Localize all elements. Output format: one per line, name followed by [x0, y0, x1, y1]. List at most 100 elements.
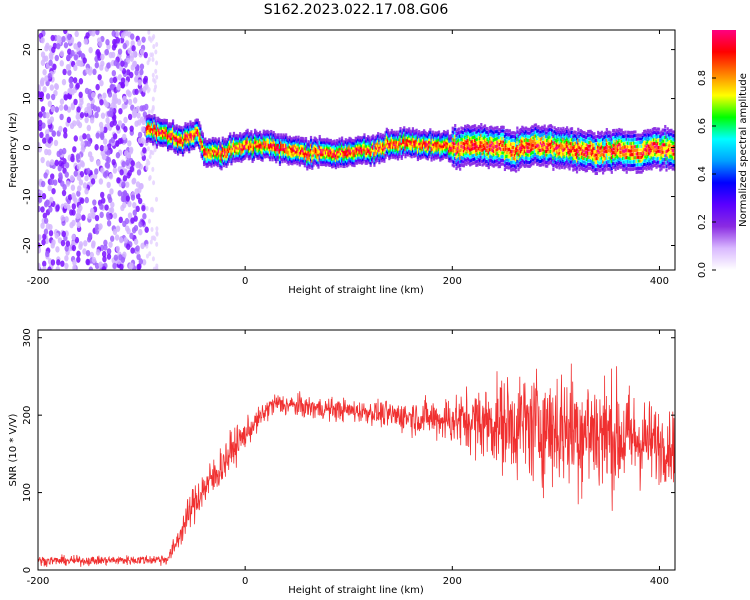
heatmap-cell	[163, 138, 166, 142]
heatmap-cell	[502, 162, 505, 166]
heatmap-cell	[236, 156, 239, 160]
heatmap-cell	[149, 239, 153, 245]
heatmap-cell	[224, 137, 227, 142]
heatmap-cell	[227, 145, 231, 149]
heatmap-cell	[517, 131, 520, 135]
heatmap-cell	[149, 132, 152, 136]
heatmap-cell	[160, 126, 163, 130]
heatmap-cell	[70, 50, 75, 57]
heatmap-cell	[511, 134, 514, 139]
heatmap-cell	[441, 137, 444, 141]
heatmap-cell	[309, 135, 313, 140]
heatmap-cell	[340, 151, 344, 155]
heatmap-cell	[564, 142, 567, 146]
heatmap-cell	[559, 145, 562, 149]
heatmap-cell	[211, 146, 214, 150]
heatmap-cell	[38, 119, 43, 127]
heatmap-cell	[424, 152, 427, 157]
heatmap-cell	[257, 141, 260, 146]
heatmap-cell	[332, 162, 335, 166]
heatmap-cell	[151, 256, 155, 262]
heatmap-cell	[418, 147, 421, 151]
heatmap-cell	[293, 141, 296, 145]
heatmap-cell	[62, 68, 67, 76]
heatmap-cell	[170, 147, 173, 151]
heatmap-cell	[327, 160, 330, 164]
heatmap-cell	[362, 135, 365, 140]
heatmap-cell	[142, 213, 147, 220]
heatmap-cell	[86, 236, 92, 243]
heatmap-cell	[147, 114, 150, 118]
heatmap-cell	[528, 131, 531, 135]
heatmap-cell	[382, 143, 385, 147]
heatmap-cell	[241, 148, 244, 152]
heatmap-cell	[521, 129, 524, 133]
heatmap-cell	[471, 143, 474, 147]
heatmap-cell	[229, 147, 232, 151]
heatmap-cell	[277, 140, 280, 144]
heatmap-cell	[160, 141, 163, 145]
heatmap-cell	[153, 236, 157, 242]
heatmap-cell	[370, 147, 374, 152]
heatmap-cell	[336, 161, 339, 165]
heatmap-cell	[372, 146, 375, 150]
heatmap-cell	[521, 133, 524, 137]
heatmap-cell	[141, 259, 147, 266]
heatmap-cell	[326, 147, 329, 151]
heatmap-cell	[501, 162, 504, 166]
heatmap-cell	[295, 140, 298, 144]
heatmap-cell	[465, 159, 468, 163]
heatmap-cell	[292, 158, 295, 162]
heatmap-cell	[440, 135, 443, 139]
heatmap-cell	[179, 150, 182, 154]
heatmap-cell	[166, 148, 170, 152]
heatmap-cell	[241, 150, 244, 154]
heatmap-cell	[98, 40, 103, 47]
heatmap-cell	[492, 153, 495, 157]
heatmap-cell	[481, 144, 484, 149]
heatmap-cell	[50, 34, 55, 42]
heatmap-cell	[498, 164, 502, 169]
heatmap-cell	[266, 154, 269, 158]
heatmap-cell	[501, 158, 504, 162]
heatmap-cell	[311, 164, 314, 168]
heatmap-cell	[352, 146, 355, 150]
heatmap-cell	[503, 153, 507, 157]
heatmap-cell	[253, 131, 257, 135]
heatmap-cell	[257, 149, 260, 153]
heatmap-cell	[87, 151, 93, 158]
heatmap-cell	[47, 266, 52, 270]
heatmap-cell	[475, 145, 478, 149]
heatmap-cell	[326, 144, 329, 149]
heatmap-cell	[239, 156, 242, 160]
heatmap-cell	[507, 155, 510, 159]
heatmap-cell	[117, 48, 123, 55]
heatmap-cell	[334, 153, 337, 157]
heatmap-cell	[275, 140, 278, 144]
heatmap-cell	[253, 128, 257, 133]
heatmap-cell	[229, 139, 232, 143]
heatmap-cell	[317, 163, 320, 167]
heatmap-cell	[302, 142, 305, 146]
heatmap-cell	[112, 228, 118, 236]
heatmap-cell	[278, 140, 282, 144]
heatmap-cell	[271, 141, 274, 145]
heatmap-cell	[226, 159, 229, 164]
heatmap-cell	[102, 92, 107, 99]
heatmap-cell	[272, 143, 275, 147]
heatmap-cell	[575, 170, 579, 174]
heatmap-cell	[240, 142, 243, 146]
heatmap-cell	[409, 139, 412, 143]
heatmap-cell	[63, 30, 68, 35]
heatmap-cell	[121, 160, 126, 168]
heatmap-cell	[516, 148, 519, 152]
heatmap-cell	[344, 150, 347, 154]
heatmap-cell	[249, 156, 252, 160]
heatmap-cell	[170, 124, 173, 129]
heatmap-cell	[424, 130, 427, 134]
heatmap-cell	[155, 120, 158, 125]
heatmap-cell	[466, 135, 469, 139]
heatmap-cell	[516, 133, 519, 138]
heatmap-cell	[80, 146, 86, 153]
heatmap-cell	[382, 133, 385, 137]
